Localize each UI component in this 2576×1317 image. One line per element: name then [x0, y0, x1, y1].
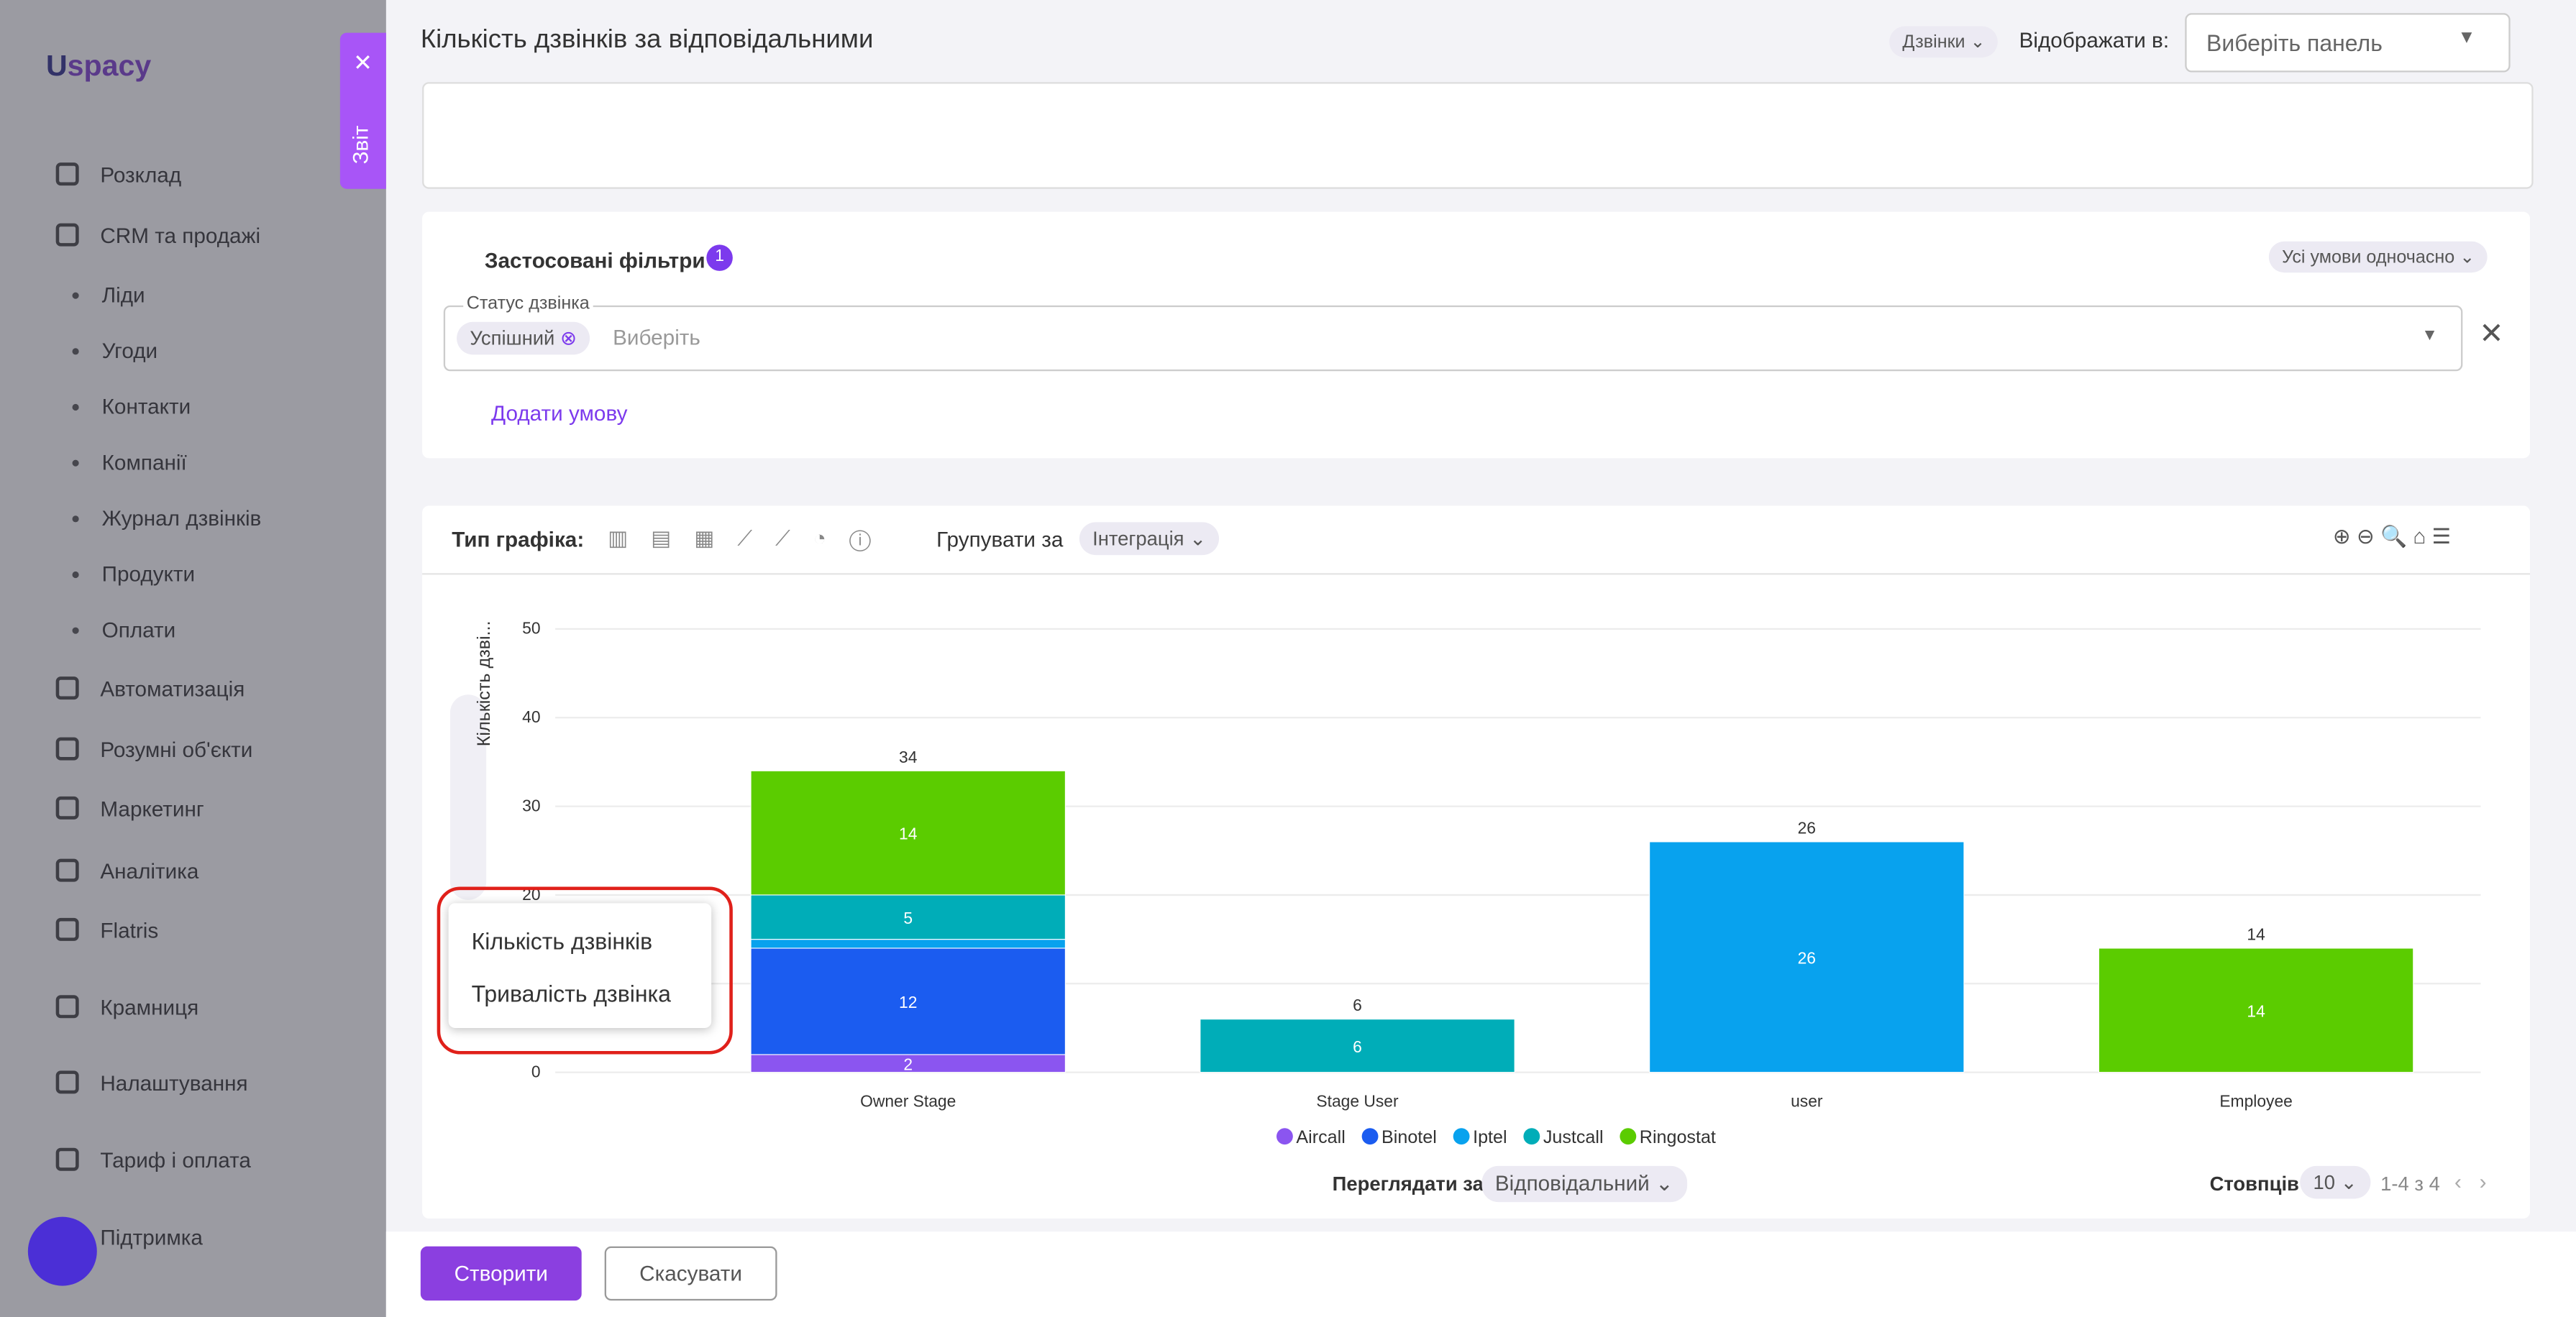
y-tick-label: 40 [522, 707, 540, 726]
data-label: 2 [903, 1055, 913, 1073]
description-input[interactable] [422, 82, 2534, 189]
view-label: Переглядати за [1332, 1172, 1484, 1196]
x-tick-label: Stage User [1316, 1092, 1399, 1111]
data-label: 5 [903, 909, 913, 927]
highlight: Кількість дзвінків Тривалість дзвінка [437, 886, 733, 1055]
total-label: 6 [1353, 996, 1362, 1014]
total-label: 34 [899, 748, 918, 766]
group-label: Групувати за [936, 527, 1064, 552]
legend-swatch [1361, 1128, 1379, 1145]
filters-title: Застосовані фільтри [484, 247, 705, 273]
status-chip[interactable]: Успішний ⊗ [457, 321, 590, 355]
legend-label: Binotel [1381, 1127, 1437, 1147]
view-select[interactable]: Відповідальний ⌄ [1481, 1165, 1687, 1203]
chat-button[interactable] [27, 1216, 97, 1286]
menu-item[interactable]: Кількість дзвінків [471, 927, 653, 955]
bar-segment [750, 939, 1066, 949]
create-button[interactable]: Створити [420, 1246, 582, 1301]
legend-label: Ringostat [1640, 1127, 1716, 1147]
bar-segment [750, 1054, 1066, 1073]
total-label: 26 [1798, 819, 1816, 838]
bar-segment [2098, 947, 2414, 1073]
legend-swatch [1276, 1128, 1293, 1145]
status-filter[interactable]: Статус дзвінка Успішний ⊗ Виберіть ▼ [443, 293, 2463, 372]
add-condition[interactable]: Додати умову [491, 400, 628, 426]
y-axis-selector[interactable]: Кількість дзві... [449, 620, 495, 900]
total-label: 14 [2247, 925, 2265, 944]
display-label: Відображати в: [2019, 27, 2170, 53]
cancel-button[interactable]: Скасувати [604, 1246, 777, 1301]
chart-type-label: Тип графіка: [452, 527, 585, 552]
y-tick-label: 50 [522, 619, 540, 638]
data-label: 6 [1353, 1037, 1362, 1056]
footer [385, 1231, 2576, 1317]
mode-select[interactable]: Усі умови одночасно ⌄ [2268, 241, 2488, 273]
legend-label: Iptel [1473, 1127, 1507, 1147]
legend-label: Justcall [1543, 1127, 1604, 1147]
filters-count: 1 [706, 244, 733, 271]
data-label: 12 [899, 993, 917, 1011]
bar-segment [750, 894, 1066, 940]
columns-label: Стовпців [2209, 1172, 2299, 1196]
report-tab[interactable]: ✕ Звіт [339, 32, 386, 189]
x-tick-label: user [1791, 1092, 1823, 1111]
y-tick-label: 0 [531, 1062, 541, 1080]
bar-segment [1200, 1019, 1515, 1073]
page-range: 1-4 з 4 [2380, 1172, 2440, 1196]
bar-segment [750, 770, 1066, 896]
overlay [0, 0, 386, 1317]
data-label: 14 [2247, 1001, 2265, 1020]
x-tick-label: Employee [2219, 1092, 2293, 1111]
menu-item[interactable]: Тривалість дзвінка [471, 980, 671, 1007]
legend-swatch [1523, 1128, 1540, 1145]
legend-label: Aircall [1296, 1127, 1345, 1147]
legend-swatch [1620, 1128, 1637, 1145]
data-label: 14 [899, 825, 918, 843]
data-label: 26 [1798, 948, 1816, 967]
x-tick-label: Owner Stage [860, 1092, 956, 1111]
filters-card: Застосовані фільтри 1 Усі умови одночасн… [422, 211, 2531, 459]
legend-swatch [1453, 1128, 1470, 1145]
group-select[interactable]: Інтеграція ⌄ [1079, 522, 1220, 556]
columns-select[interactable]: 10 ⌄ [2300, 1165, 2370, 1199]
panel-select[interactable]: Виберіть панель ▼ [2185, 13, 2511, 73]
source-select[interactable]: Дзвінки ⌄ [1889, 26, 1999, 58]
bar-segment [1649, 841, 1965, 1073]
report-title: Кількість дзвінків за відповідальними [420, 26, 874, 55]
y-tick-label: 30 [522, 796, 540, 814]
